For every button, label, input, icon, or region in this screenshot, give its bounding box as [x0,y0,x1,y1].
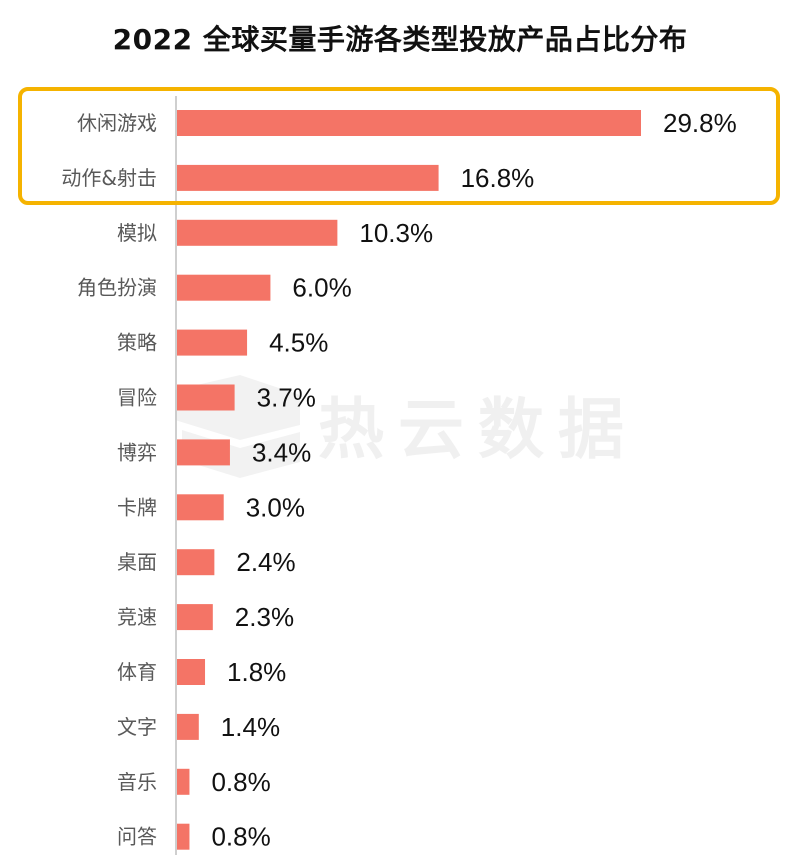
value-label: 3.4% [252,437,311,467]
bar [177,549,215,576]
category-label: 冒险 [117,386,157,410]
bar [177,823,190,850]
value-label: 4.5% [269,328,328,358]
category-label: 模拟 [117,221,157,245]
category-label: 竞速 [117,605,157,629]
bar [177,768,190,795]
bar [177,219,338,246]
bars-group: 休闲游戏 29.8% 动作&射击 16.8% 模拟 10.3% 角色扮演 6.0% 策略 4.5%… [61,108,736,852]
value-label: 0.8% [211,767,270,797]
chart-title: 2022 全球买量手游各类型投放产品占比分布 [112,23,688,56]
bar [177,110,641,136]
category-label: 音乐 [117,770,157,794]
bar [177,329,248,356]
category-label: 卡牌 [117,495,157,519]
category-label: 策略 [117,331,157,355]
bar [177,713,199,740]
category-label: 体育 [117,660,157,684]
bar [177,659,206,685]
category-label: 文字 [117,715,157,739]
bar [177,274,271,301]
value-label: 6.0% [292,273,351,303]
value-label: 2.4% [236,547,295,577]
highlight-box [18,87,780,205]
bar [177,164,439,191]
category-label: 动作&射击 [61,166,157,190]
bar [177,384,235,411]
watermark: 热云数据 [175,375,638,478]
value-label: 3.0% [246,492,305,522]
watermark-text: 热云数据 [318,391,638,468]
value-label: 1.4% [221,712,280,742]
bar [177,494,224,521]
category-label: 博弈 [117,440,157,464]
value-label: 16.8% [461,163,535,193]
category-label: 问答 [117,825,157,849]
category-label: 角色扮演 [77,276,157,300]
value-label: 10.3% [359,218,433,248]
value-label: 0.8% [211,822,270,852]
value-label: 29.8% [663,108,737,138]
bar [177,604,213,631]
category-label: 休闲游戏 [77,111,157,135]
value-label: 3.7% [257,383,316,413]
value-label: 2.3% [235,602,294,632]
bar [177,439,230,466]
category-label: 桌面 [117,550,157,574]
value-label: 1.8% [227,657,286,687]
